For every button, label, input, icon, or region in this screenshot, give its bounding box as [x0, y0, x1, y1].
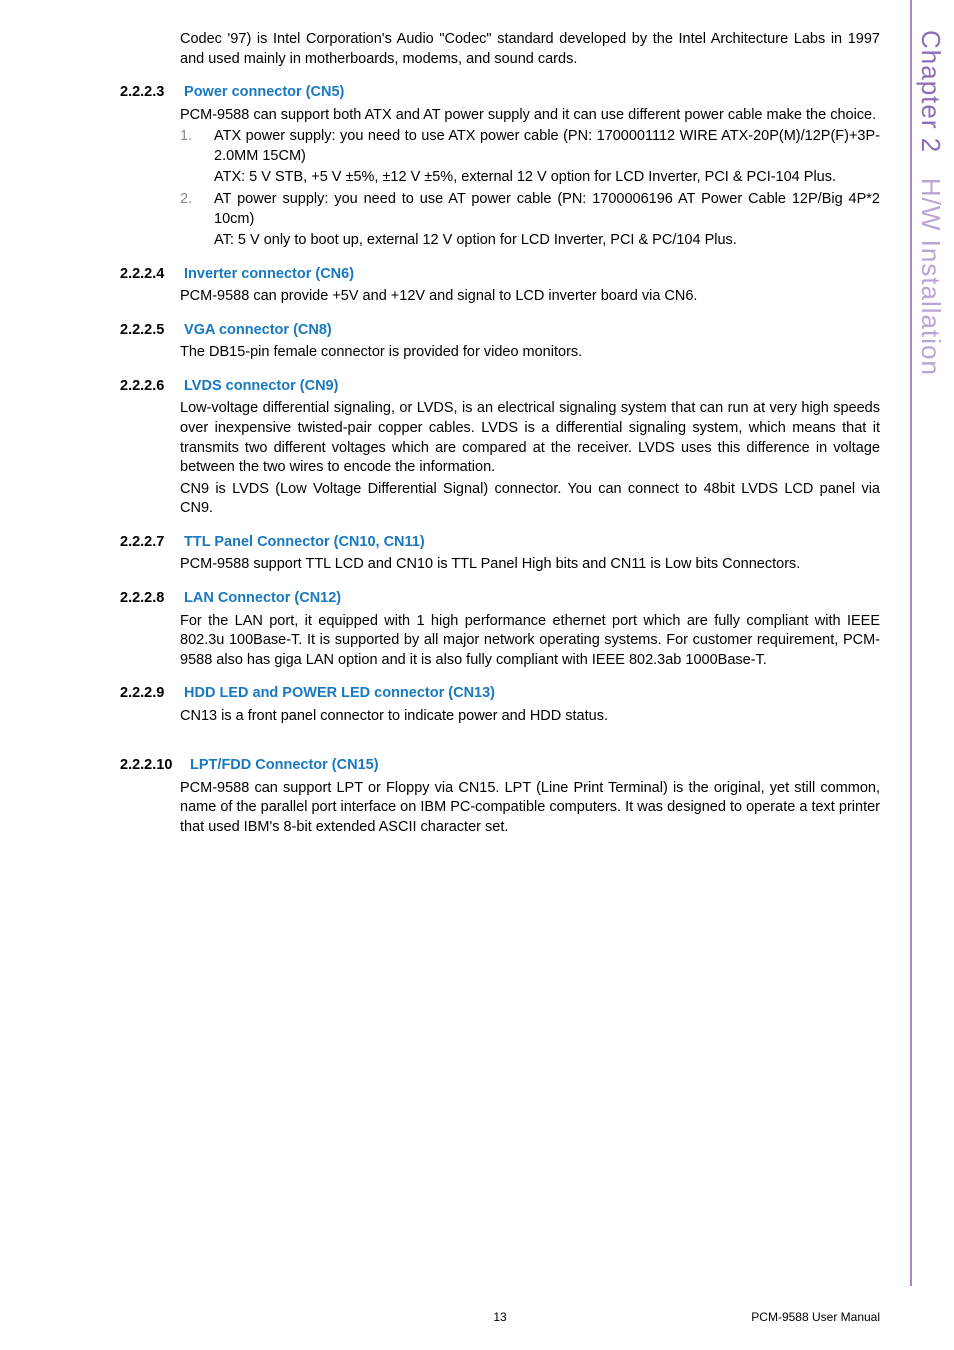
section-title: TTL Panel Connector (CN10, CN11)	[184, 534, 425, 550]
section-2229: 2.2.2.9 HDD LED and POWER LED connector …	[120, 684, 880, 726]
sidebar: Chapter 2 H/W Installation	[910, 0, 954, 1286]
section-header: 2.2.2.6 LVDS connector (CN9)	[120, 377, 880, 397]
section-body: For the LAN port, it equipped with 1 hig…	[180, 612, 880, 671]
list-text: ATX power supply: you need to use ATX po…	[214, 127, 880, 166]
section-number: 2.2.2.3	[120, 83, 180, 103]
intro-para: Codec '97) is Intel Corporation's Audio …	[180, 30, 880, 69]
section-header: 2.2.2.9 HDD LED and POWER LED connector …	[120, 684, 880, 704]
section-2225: 2.2.2.5 VGA connector (CN8) The DB15-pin…	[120, 321, 880, 363]
section-body: Low-voltage differential signaling, or L…	[180, 399, 880, 518]
section-title: LPT/FDD Connector (CN15)	[190, 757, 379, 773]
list-text: AT power supply: you need to use AT powe…	[214, 190, 880, 229]
section-number: 2.2.2.7	[120, 533, 180, 553]
section-header: 2.2.2.10 LPT/FDD Connector (CN15)	[120, 756, 880, 776]
footer: 13 PCM-9588 User Manual	[120, 1310, 880, 1324]
section-2223: 2.2.2.3 Power connector (CN5) PCM-9588 c…	[120, 83, 880, 251]
chapter-label: Chapter 2	[916, 30, 946, 153]
section-title: LVDS connector (CN9)	[184, 378, 338, 394]
section-header: 2.2.2.3 Power connector (CN5)	[120, 83, 880, 103]
section-number: 2.2.2.9	[120, 684, 180, 704]
doc-title: PCM-9588 User Manual	[751, 1310, 880, 1324]
chapter-title-text: H/W Installation	[916, 178, 946, 376]
para: The DB15-pin female connector is provide…	[180, 343, 880, 363]
section-title: VGA connector (CN8)	[184, 322, 332, 338]
list-sub: AT: 5 V only to boot up, external 12 V o…	[214, 231, 880, 251]
section-title: Inverter connector (CN6)	[184, 266, 354, 282]
section-header: 2.2.2.4 Inverter connector (CN6)	[120, 265, 880, 285]
section-2228: 2.2.2.8 LAN Connector (CN12) For the LAN…	[120, 589, 880, 670]
sidebar-label: Chapter 2 H/W Installation	[915, 30, 946, 376]
section-2224: 2.2.2.4 Inverter connector (CN6) PCM-958…	[120, 265, 880, 307]
section-body: PCM-9588 support TTL LCD and CN10 is TTL…	[180, 555, 880, 575]
section-body: CN13 is a front panel connector to indic…	[180, 707, 880, 727]
section-body: The DB15-pin female connector is provide…	[180, 343, 880, 363]
section-number: 2.2.2.10	[120, 756, 186, 776]
section-body: PCM-9588 can support both ATX and AT pow…	[180, 106, 880, 251]
section-number: 2.2.2.5	[120, 321, 180, 341]
section-2226: 2.2.2.6 LVDS connector (CN9) Low-voltage…	[120, 377, 880, 519]
section-number: 2.2.2.4	[120, 265, 180, 285]
page-number: 13	[493, 1310, 506, 1324]
para: PCM-9588 can support both ATX and AT pow…	[180, 106, 880, 126]
para: PCM-9588 support TTL LCD and CN10 is TTL…	[180, 555, 880, 575]
chapter-title	[916, 161, 946, 177]
list-item: 2. AT power supply: you need to use AT p…	[180, 190, 880, 229]
para: For the LAN port, it equipped with 1 hig…	[180, 612, 880, 671]
section-header: 2.2.2.7 TTL Panel Connector (CN10, CN11)	[120, 533, 880, 553]
content: Codec '97) is Intel Corporation's Audio …	[120, 30, 880, 838]
section-title: HDD LED and POWER LED connector (CN13)	[184, 685, 495, 701]
section-number: 2.2.2.8	[120, 589, 180, 609]
section-2227: 2.2.2.7 TTL Panel Connector (CN10, CN11)…	[120, 533, 880, 575]
para: PCM-9588 can support LPT or Floppy via C…	[180, 779, 880, 838]
section-22210: 2.2.2.10 LPT/FDD Connector (CN15) PCM-95…	[120, 756, 880, 837]
section-number: 2.2.2.6	[120, 377, 180, 397]
para: Low-voltage differential signaling, or L…	[180, 399, 880, 477]
section-header: 2.2.2.5 VGA connector (CN8)	[120, 321, 880, 341]
list-item: 1. ATX power supply: you need to use ATX…	[180, 127, 880, 166]
para: CN13 is a front panel connector to indic…	[180, 707, 880, 727]
section-title: Power connector (CN5)	[184, 84, 344, 100]
list-number: 2.	[180, 190, 214, 229]
list-number: 1.	[180, 127, 214, 166]
section-header: 2.2.2.8 LAN Connector (CN12)	[120, 589, 880, 609]
section-title: LAN Connector (CN12)	[184, 590, 341, 606]
section-body: PCM-9588 can support LPT or Floppy via C…	[180, 779, 880, 838]
page: Chapter 2 H/W Installation Codec '97) is…	[0, 0, 954, 1350]
list-sub: ATX: 5 V STB, +5 V ±5%, ±12 V ±5%, exter…	[214, 168, 880, 188]
section-body: PCM-9588 can provide +5V and +12V and si…	[180, 287, 880, 307]
para: PCM-9588 can provide +5V and +12V and si…	[180, 287, 880, 307]
para: CN9 is LVDS (Low Voltage Differential Si…	[180, 480, 880, 519]
